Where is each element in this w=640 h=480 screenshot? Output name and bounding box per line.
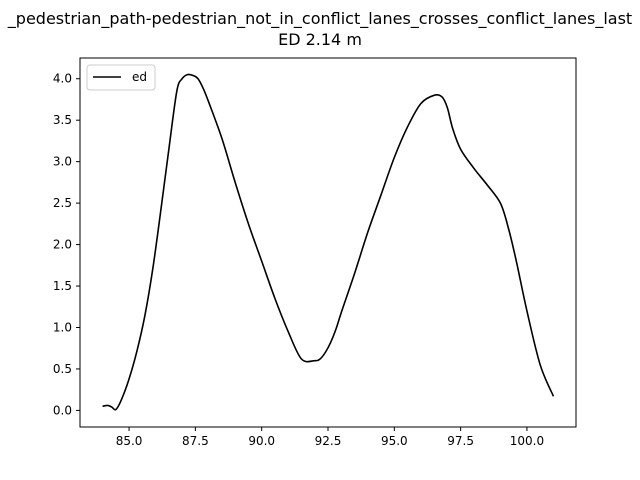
y-tick-label: 2.0 bbox=[53, 238, 72, 252]
y-tick-label: 3.5 bbox=[53, 113, 72, 127]
y-tick-label: 3.0 bbox=[53, 155, 72, 169]
chart-title-line1: _pedestrian_path-pedestrian_not_in_confl… bbox=[7, 9, 632, 29]
x-tick-label: 90.0 bbox=[248, 434, 275, 448]
y-tick-label: 4.0 bbox=[53, 72, 72, 86]
x-tick-label: 87.5 bbox=[182, 434, 209, 448]
plot-area bbox=[80, 58, 576, 427]
legend-label-ed: ed bbox=[132, 70, 147, 84]
y-tick-label: 2.5 bbox=[53, 196, 72, 210]
chart-title-line2: ED 2.14 m bbox=[278, 30, 362, 49]
y-tick-label: 1.0 bbox=[53, 320, 72, 334]
series-line-ed bbox=[102, 73, 555, 411]
legend: ed bbox=[86, 64, 156, 91]
y-axis: 0.0 0.5 1.0 1.5 2.0 2.5 3.0 3.5 4.0 bbox=[53, 72, 80, 417]
y-tick-label: 0.5 bbox=[53, 362, 72, 376]
y-tick-label: 0.0 bbox=[53, 403, 72, 417]
x-tick-label: 95.0 bbox=[381, 434, 408, 448]
plot-frame bbox=[79, 57, 577, 428]
x-tick-label: 85.0 bbox=[116, 434, 143, 448]
x-tick-label: 92.5 bbox=[315, 434, 342, 448]
x-axis: 85.0 87.5 90.0 92.5 95.0 97.5 100.0 bbox=[116, 427, 544, 448]
x-tick-label: 100.0 bbox=[510, 434, 544, 448]
y-tick-label: 1.5 bbox=[53, 279, 72, 293]
x-tick-label: 97.5 bbox=[447, 434, 474, 448]
